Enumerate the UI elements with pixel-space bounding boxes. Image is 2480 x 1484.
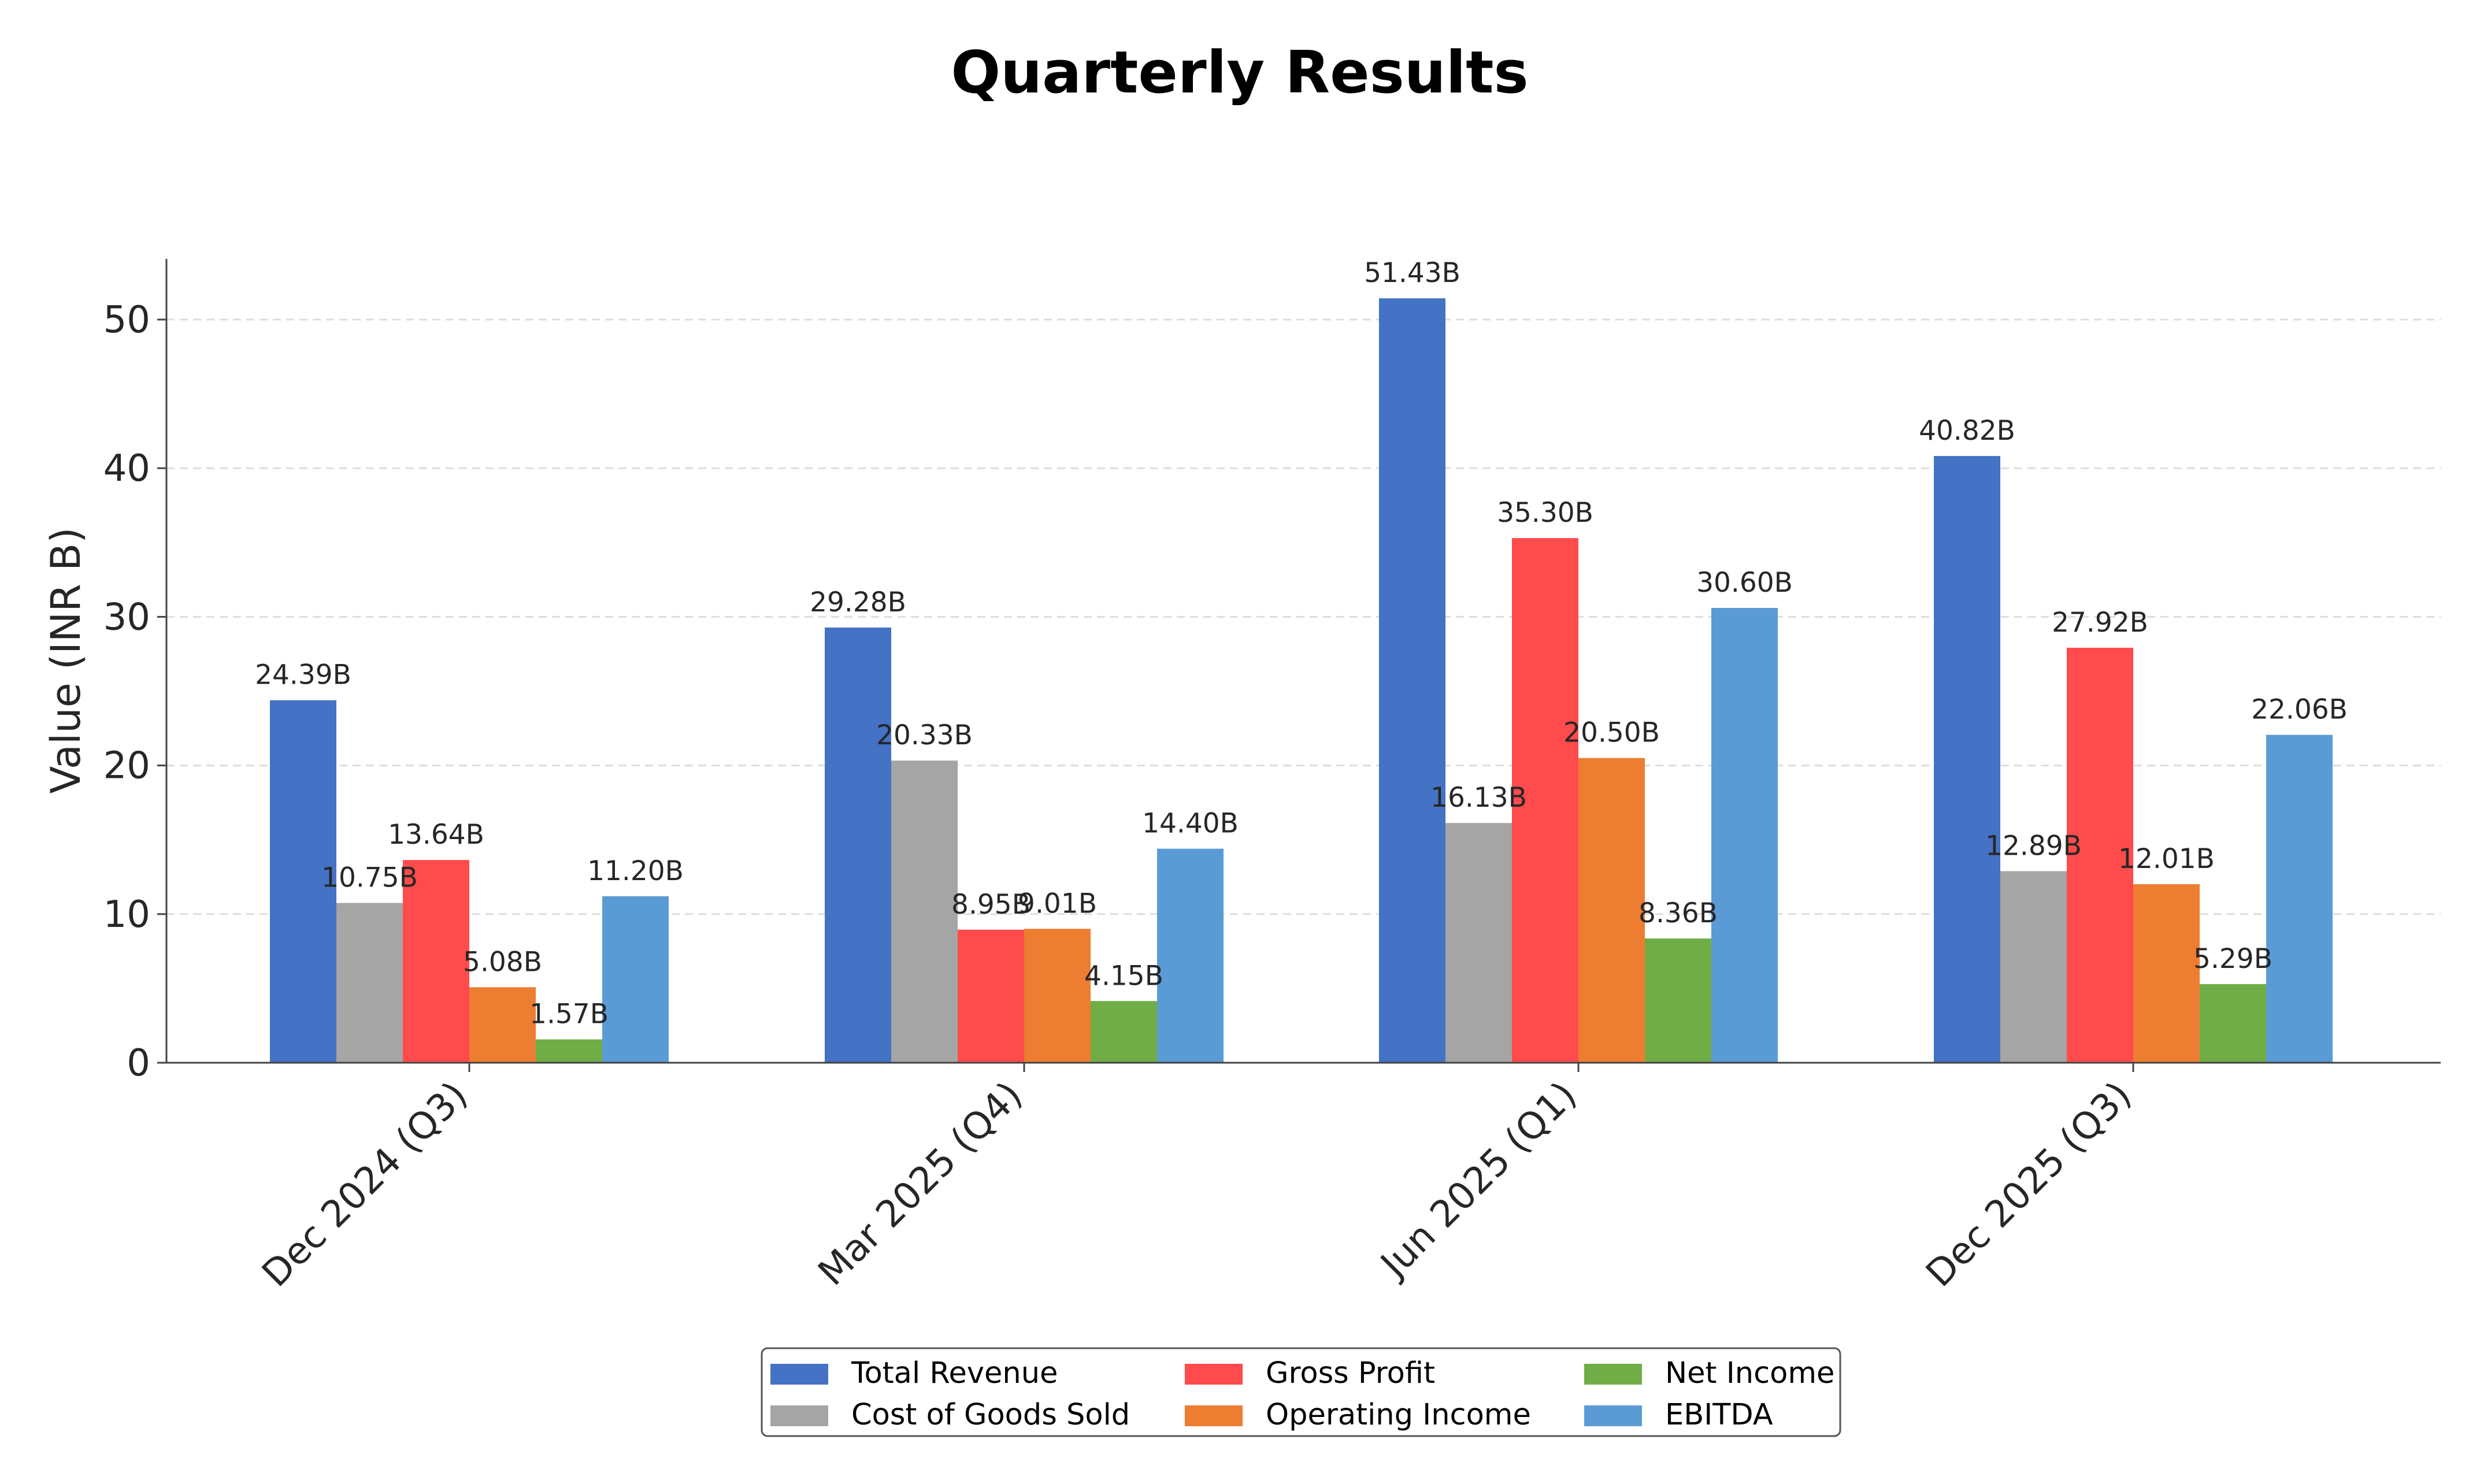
bar bbox=[1578, 758, 1645, 1063]
bar bbox=[336, 903, 403, 1063]
legend-label: Gross Profit bbox=[1266, 1356, 1435, 1390]
y-tick-label: 0 bbox=[127, 1042, 150, 1085]
legend-label: Net Income bbox=[1665, 1356, 1834, 1390]
bar bbox=[2067, 647, 2133, 1063]
x-tick-label: Mar 2025 (Q4) bbox=[810, 1074, 1030, 1294]
legend-box bbox=[761, 1347, 1841, 1437]
data-label: 22.06B bbox=[2251, 694, 2348, 726]
legend-swatch bbox=[1185, 1405, 1243, 1426]
data-label: 30.60B bbox=[1696, 567, 1793, 599]
bar bbox=[958, 929, 1024, 1063]
y-axis-label: Value (INR B) bbox=[42, 527, 90, 793]
y-tick-label: 30 bbox=[103, 596, 150, 639]
y-tick-label: 50 bbox=[103, 299, 150, 342]
data-labels: 24.39B 10.75B 13.64B 5.08B 1.57B 11.20B 29.28B… bbox=[255, 257, 2348, 1030]
bar bbox=[270, 700, 336, 1063]
data-label: 40.82B bbox=[1919, 415, 2015, 447]
axes bbox=[165, 259, 2441, 1064]
y-ticks: 0 10 20 30 40 50 bbox=[103, 299, 166, 1085]
bar bbox=[403, 860, 469, 1063]
x-tick-label: Dec 2025 (Q3) bbox=[1918, 1074, 2140, 1296]
legend-swatch bbox=[1584, 1364, 1642, 1385]
bar bbox=[1711, 607, 1778, 1063]
data-label: 11.20B bbox=[587, 855, 684, 887]
data-label: 35.30B bbox=[1497, 497, 1593, 529]
data-label: 10.75B bbox=[321, 862, 418, 894]
bar bbox=[536, 1039, 602, 1063]
bar bbox=[602, 896, 669, 1063]
bars bbox=[270, 298, 2333, 1063]
legend-label: Operating Income bbox=[1266, 1398, 1531, 1432]
legend-swatch bbox=[770, 1405, 828, 1426]
legend-swatch bbox=[1185, 1364, 1243, 1385]
legend-label: Cost of Goods Sold bbox=[851, 1398, 1130, 1432]
data-label: 20.50B bbox=[1563, 717, 1660, 749]
legend: Total Revenue Cost of Goods Sold Gross Pro… bbox=[761, 1347, 1841, 1437]
legend-label: EBITDA bbox=[1665, 1398, 1773, 1432]
bar bbox=[1645, 938, 1711, 1063]
legend-swatch bbox=[1584, 1405, 1642, 1426]
x-tick-label: Jun 2025 (Q1) bbox=[1371, 1074, 1585, 1288]
data-label: 29.28B bbox=[810, 587, 906, 618]
data-label: 20.33B bbox=[876, 719, 973, 751]
bar bbox=[2266, 734, 2333, 1063]
data-label: 27.92B bbox=[2052, 607, 2148, 639]
bar bbox=[2000, 871, 2067, 1063]
data-label: 1.57B bbox=[529, 999, 609, 1030]
legend-label: Total Revenue bbox=[851, 1356, 1058, 1390]
data-label: 8.95B bbox=[951, 889, 1030, 921]
x-ticks: Dec 2024 (Q3) Mar 2025 (Q4) Jun 2025 (Q1) D… bbox=[254, 1063, 2140, 1296]
data-label: 16.13B bbox=[1430, 782, 1527, 814]
bar bbox=[469, 987, 536, 1063]
data-label: 5.08B bbox=[463, 946, 542, 978]
bar bbox=[1024, 929, 1091, 1063]
bar bbox=[825, 627, 891, 1063]
legend-items: Total Revenue Cost of Goods Sold Gross Pro… bbox=[770, 1356, 1834, 1432]
data-label: 14.40B bbox=[1142, 808, 1239, 840]
bar bbox=[1445, 823, 1512, 1063]
y-tick-label: 20 bbox=[103, 745, 150, 788]
data-label: 51.43B bbox=[1364, 257, 1460, 289]
bar bbox=[2200, 984, 2266, 1063]
data-label: 5.29B bbox=[2193, 943, 2273, 975]
data-label: 12.89B bbox=[1985, 830, 2082, 862]
x-tick-label: Dec 2024 (Q3) bbox=[254, 1074, 476, 1296]
legend-swatch bbox=[770, 1364, 828, 1385]
y-tick-label: 40 bbox=[103, 447, 150, 490]
bar bbox=[1379, 298, 1445, 1063]
data-label: 12.01B bbox=[2118, 843, 2215, 875]
bar bbox=[1157, 848, 1224, 1063]
bar bbox=[891, 760, 958, 1063]
data-label: 13.64B bbox=[388, 819, 484, 851]
chart-title: Quarterly Results bbox=[951, 38, 1528, 106]
y-tick-label: 10 bbox=[103, 893, 150, 936]
bar bbox=[2133, 884, 2200, 1063]
data-label: 4.15B bbox=[1084, 960, 1163, 992]
data-label: 8.36B bbox=[1638, 897, 1718, 929]
data-label: 24.39B bbox=[255, 659, 351, 691]
bar bbox=[1091, 1001, 1157, 1063]
data-label: 9.01B bbox=[1018, 888, 1097, 919]
bar bbox=[1512, 538, 1578, 1063]
bar bbox=[1934, 456, 2000, 1063]
